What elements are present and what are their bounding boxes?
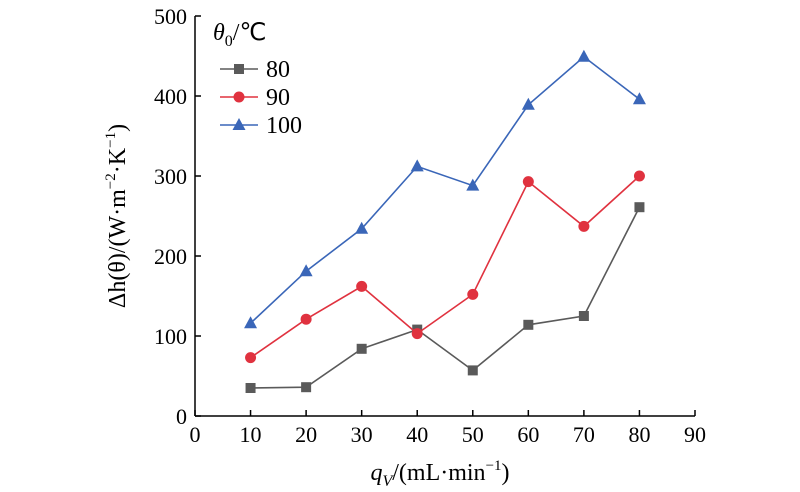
x-tick-label: 20 (295, 422, 317, 447)
legend-label: 80 (266, 57, 290, 83)
data-point-80 (467, 365, 478, 376)
legend-marker (232, 118, 246, 130)
data-point-80 (578, 311, 589, 321)
y-tick-label: 500 (154, 4, 187, 29)
x-tick-label: 60 (517, 422, 539, 447)
data-point-80 (356, 343, 367, 354)
data-point-90 (633, 170, 645, 182)
y-tick-label: 200 (154, 244, 187, 269)
y-tick-label: 100 (154, 324, 187, 349)
y-tick-label: 0 (176, 404, 187, 429)
y-tick-labels: 0 100 200 300 400 500 (154, 4, 187, 429)
legend-label: 100 (266, 113, 302, 139)
data-point-100 (521, 97, 535, 110)
y-tick-label: 300 (154, 164, 187, 189)
series-line-90 (250, 175, 640, 359)
legend-marker (233, 91, 245, 103)
y-tick-label: 400 (154, 84, 187, 109)
data-point-100 (466, 178, 480, 191)
legend-marker (234, 64, 244, 74)
legend-item-80: 80 (220, 57, 290, 83)
x-tick-label: 30 (351, 422, 373, 447)
series-line-80 (250, 206, 641, 389)
legend-title: θ0/℃ (213, 20, 266, 50)
data-point-100 (632, 92, 646, 105)
series-100 (244, 49, 646, 329)
x-tick-label: 10 (240, 422, 262, 447)
data-point-80 (634, 202, 645, 213)
data-point-100 (299, 264, 313, 277)
data-point-90 (356, 280, 368, 292)
legend-label: 90 (266, 85, 290, 111)
data-point-100 (244, 316, 258, 329)
x-tick-label: 40 (406, 422, 428, 447)
data-point-90 (245, 352, 257, 364)
data-point-80 (301, 382, 312, 393)
series-90 (245, 170, 645, 364)
data-point-90 (522, 176, 534, 188)
data-point-90 (411, 328, 423, 340)
y-axis-title: Δh(θ)/(W·m−2·K−1) (103, 124, 131, 308)
data-point-90 (578, 220, 590, 232)
data-point-100 (577, 49, 591, 62)
data-point-80 (245, 383, 256, 393)
x-tick-label: 80 (628, 422, 650, 447)
series-line-100 (250, 55, 640, 324)
legend-item-90: 90 (220, 85, 290, 111)
x-tick-label: 70 (573, 422, 595, 447)
data-point-90 (300, 313, 312, 325)
x-tick-label: 50 (462, 422, 484, 447)
series-group (244, 49, 646, 393)
x-tick-label: 0 (190, 422, 201, 447)
x-tick-label: 90 (684, 422, 706, 447)
x-axis-title: qV/(mL·min−1) (370, 458, 509, 490)
data-point-80 (523, 319, 534, 330)
data-point-100 (410, 159, 424, 172)
x-tick-labels: 0 10 20 30 40 50 60 70 80 90 (190, 422, 707, 447)
data-point-100 (355, 221, 369, 234)
data-point-90 (467, 288, 479, 300)
legend-item-100: 100 (220, 113, 302, 139)
